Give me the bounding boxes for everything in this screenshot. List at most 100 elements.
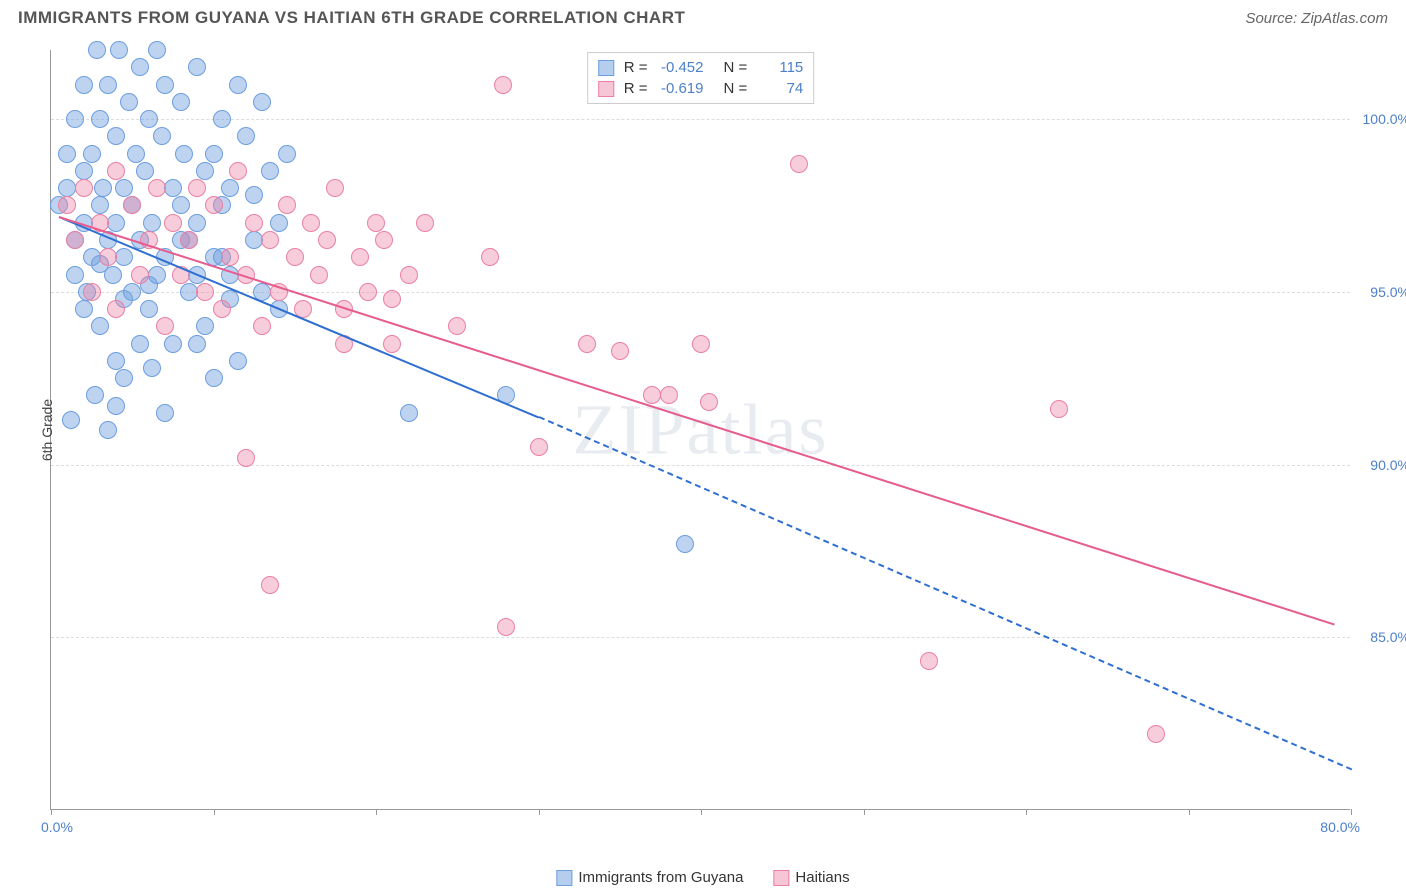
grid-line [51,637,1350,638]
data-point [58,196,76,214]
data-point [153,127,171,145]
data-point [302,214,320,232]
x-tick [864,809,865,815]
data-point [143,359,161,377]
data-point [383,335,401,353]
data-point [253,93,271,111]
stats-row: R =-0.452N =115 [598,57,804,78]
data-point [188,214,206,232]
legend-item-haitians: Haitians [773,869,849,886]
data-point [83,283,101,301]
data-point [229,162,247,180]
data-point [1050,400,1068,418]
scatter-chart: 6th Grade ZIPatlas R =-0.452N =115R =-0.… [50,50,1350,810]
data-point [270,214,288,232]
data-point [261,576,279,594]
data-point [494,76,512,94]
data-point [140,300,158,318]
data-point [920,652,938,670]
swatch-icon [556,870,572,886]
data-point [164,179,182,197]
data-point [196,317,214,335]
data-point [375,231,393,249]
data-point [448,317,466,335]
stat-key: N = [724,80,748,97]
data-point [383,290,401,308]
data-point [213,300,231,318]
data-point [91,317,109,335]
data-point [115,179,133,197]
data-point [88,41,106,59]
data-point [326,179,344,197]
data-point [148,41,166,59]
data-point [229,352,247,370]
data-point [700,393,718,411]
data-point [62,411,80,429]
data-point [278,196,296,214]
data-point [107,162,125,180]
stat-value: 74 [753,80,803,97]
data-point [196,283,214,301]
data-point [253,317,271,335]
data-point [156,76,174,94]
data-point [351,248,369,266]
stat-key: R = [624,59,648,76]
data-point [115,248,133,266]
data-point [172,93,190,111]
chart-title: IMMIGRANTS FROM GUYANA VS HAITIAN 6TH GR… [18,8,685,28]
data-point [107,352,125,370]
data-point [164,335,182,353]
data-point [136,162,154,180]
data-point [359,283,377,301]
data-point [1147,725,1165,743]
chart-header: IMMIGRANTS FROM GUYANA VS HAITIAN 6TH GR… [18,8,1388,28]
data-point [188,179,206,197]
data-point [367,214,385,232]
data-point [400,404,418,422]
data-point [400,266,418,284]
grid-line [51,292,1350,293]
data-point [676,535,694,553]
data-point [58,145,76,163]
data-point [205,145,223,163]
stat-value: -0.619 [654,80,704,97]
data-point [107,300,125,318]
data-point [530,438,548,456]
x-tick [539,809,540,815]
legend-label: Haitians [795,869,849,886]
swatch-icon [598,60,614,76]
data-point [115,369,133,387]
stat-key: N = [724,59,748,76]
data-point [175,145,193,163]
trend-line [59,216,539,418]
data-point [180,231,198,249]
trend-line-dashed [538,416,1351,770]
data-point [91,196,109,214]
data-point [205,196,223,214]
data-point [107,127,125,145]
data-point [611,342,629,360]
data-point [86,386,104,404]
swatch-icon [773,870,789,886]
data-point [127,145,145,163]
data-point [107,214,125,232]
data-point [99,248,117,266]
data-point [229,76,247,94]
data-point [245,214,263,232]
data-point [120,93,138,111]
x-max-label: 80.0% [1320,819,1360,835]
data-point [94,179,112,197]
data-point [578,335,596,353]
data-point [75,300,93,318]
trend-line [59,216,1335,626]
data-point [75,179,93,197]
data-point [245,186,263,204]
data-point [278,145,296,163]
data-point [66,110,84,128]
data-point [75,162,93,180]
data-point [66,231,84,249]
data-point [692,335,710,353]
x-tick [1189,809,1190,815]
data-point [497,618,515,636]
stat-value: -0.452 [654,59,704,76]
